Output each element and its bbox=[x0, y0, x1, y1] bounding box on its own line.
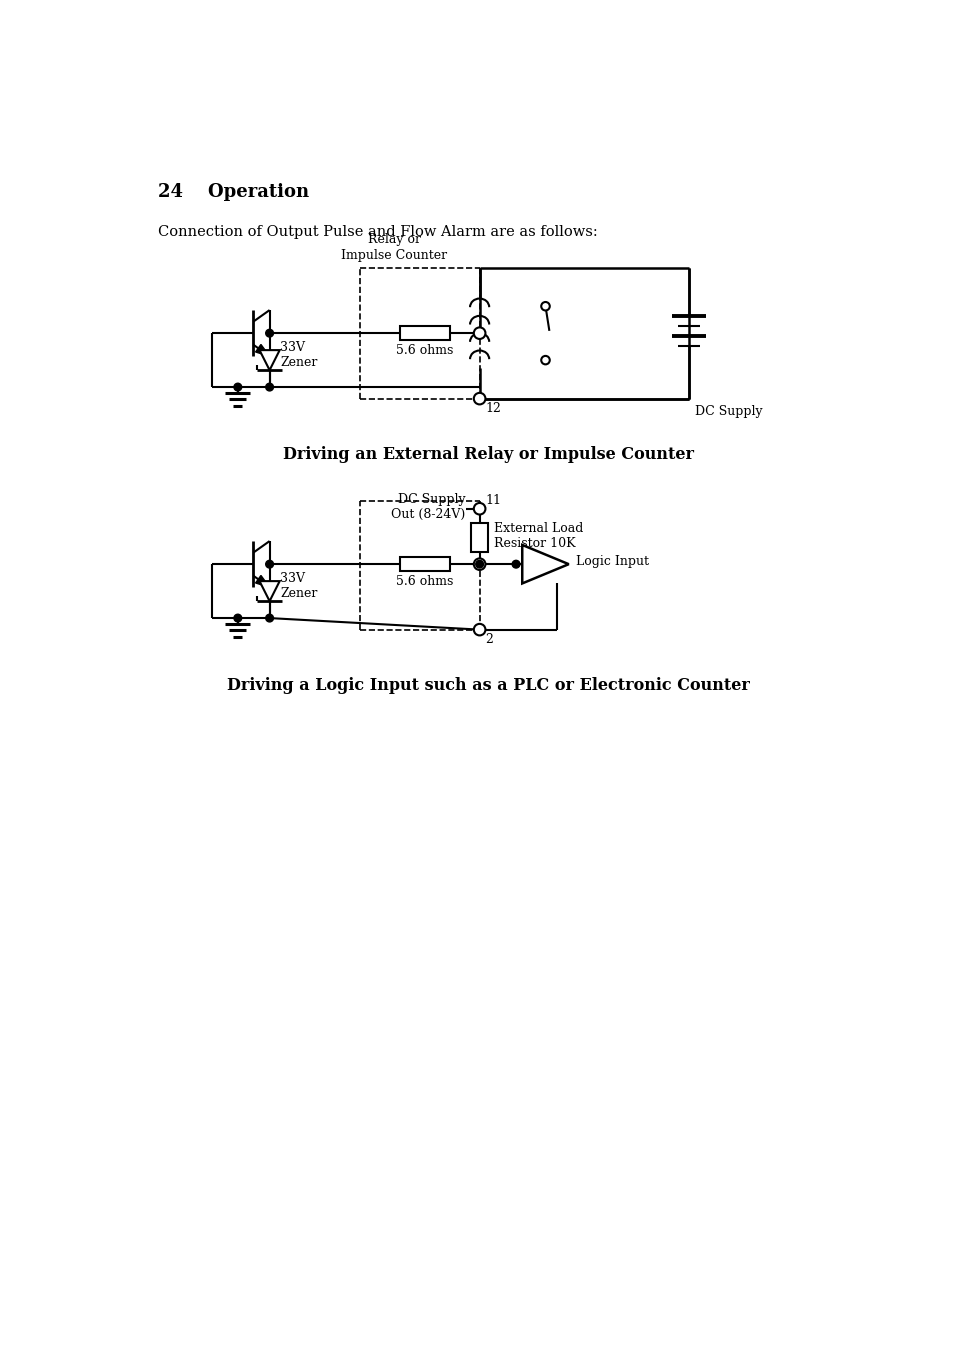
Text: 5.6 ohms: 5.6 ohms bbox=[395, 343, 454, 357]
Text: Connection of Output Pulse and Flow Alarm are as follows:: Connection of Output Pulse and Flow Alar… bbox=[158, 226, 598, 239]
Text: 33V
Zener: 33V Zener bbox=[280, 572, 317, 600]
Text: External Load
Resistor 10K: External Load Resistor 10K bbox=[494, 522, 583, 550]
Polygon shape bbox=[255, 576, 270, 587]
Bar bbox=[471, 523, 488, 552]
Circle shape bbox=[476, 560, 483, 568]
Circle shape bbox=[512, 560, 519, 568]
Text: 33V
Zener: 33V Zener bbox=[280, 341, 317, 369]
Text: DC Supply
Out (8-24V): DC Supply Out (8-24V) bbox=[391, 493, 465, 522]
Circle shape bbox=[474, 623, 485, 635]
Text: Relay or
Impulse Counter: Relay or Impulse Counter bbox=[341, 234, 447, 262]
Text: Driving an External Relay or Impulse Counter: Driving an External Relay or Impulse Cou… bbox=[283, 446, 694, 464]
Polygon shape bbox=[259, 350, 279, 370]
Polygon shape bbox=[259, 581, 279, 602]
Bar bbox=[399, 557, 450, 572]
Text: DC Supply: DC Supply bbox=[695, 404, 761, 418]
Circle shape bbox=[266, 383, 274, 391]
Text: Driving a Logic Input such as a PLC or Electronic Counter: Driving a Logic Input such as a PLC or E… bbox=[227, 677, 750, 695]
Circle shape bbox=[233, 383, 241, 391]
Circle shape bbox=[474, 503, 485, 515]
Text: 2: 2 bbox=[484, 633, 493, 646]
Circle shape bbox=[266, 330, 274, 337]
Circle shape bbox=[474, 393, 485, 404]
Text: Logic Input: Logic Input bbox=[576, 556, 649, 568]
Circle shape bbox=[540, 356, 549, 365]
Circle shape bbox=[540, 301, 549, 311]
Text: 5.6 ohms: 5.6 ohms bbox=[395, 575, 454, 588]
Circle shape bbox=[233, 614, 241, 622]
Polygon shape bbox=[255, 345, 270, 357]
Circle shape bbox=[474, 558, 485, 571]
Text: 12: 12 bbox=[484, 402, 500, 415]
Bar bbox=[399, 326, 450, 341]
Circle shape bbox=[474, 327, 485, 339]
Text: 24    Operation: 24 Operation bbox=[158, 183, 309, 201]
Circle shape bbox=[266, 560, 274, 568]
Text: 11: 11 bbox=[484, 495, 500, 507]
Circle shape bbox=[266, 614, 274, 622]
